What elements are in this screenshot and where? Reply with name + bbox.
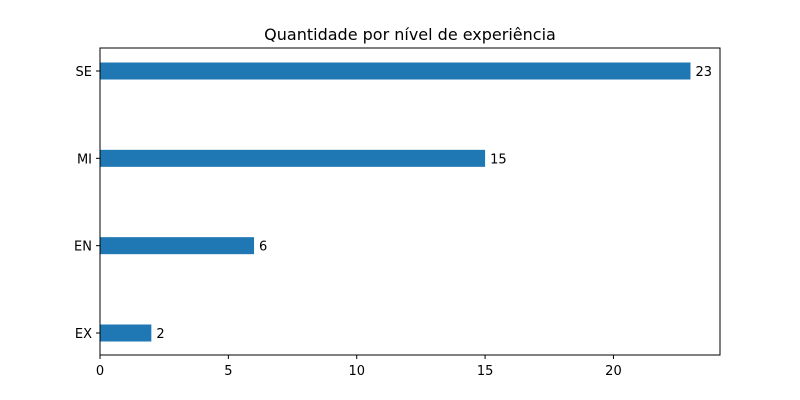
x-tick-label-10: 10 — [348, 364, 365, 379]
bar-se — [100, 62, 691, 80]
data-labels-group: 23 15 6 2 — [156, 65, 712, 342]
x-tick-label-20: 20 — [605, 364, 622, 379]
y-tick-label-ex: EX — [75, 327, 92, 342]
y-tick-label-mi: MI — [77, 152, 92, 167]
y-tick-label-en: EN — [74, 240, 92, 255]
x-tick-label-15: 15 — [477, 364, 494, 379]
x-axis: 0 5 10 15 20 — [96, 355, 622, 379]
data-label-se: 23 — [695, 65, 712, 80]
bar-mi — [100, 149, 486, 167]
data-label-ex: 2 — [156, 327, 164, 342]
x-tick-label-5: 5 — [224, 364, 232, 379]
bars-group — [100, 62, 691, 342]
chart-title: Quantidade por nível de experiência — [264, 25, 556, 44]
data-label-en: 6 — [259, 240, 267, 255]
bar-en — [100, 237, 255, 255]
x-tick-label-0: 0 — [96, 364, 104, 379]
plot-frame — [99, 47, 721, 356]
y-axis: SE MI EN EX — [74, 65, 100, 342]
y-tick-label-se: SE — [76, 65, 92, 80]
bar-ex — [100, 324, 152, 342]
data-label-mi: 15 — [490, 152, 507, 167]
